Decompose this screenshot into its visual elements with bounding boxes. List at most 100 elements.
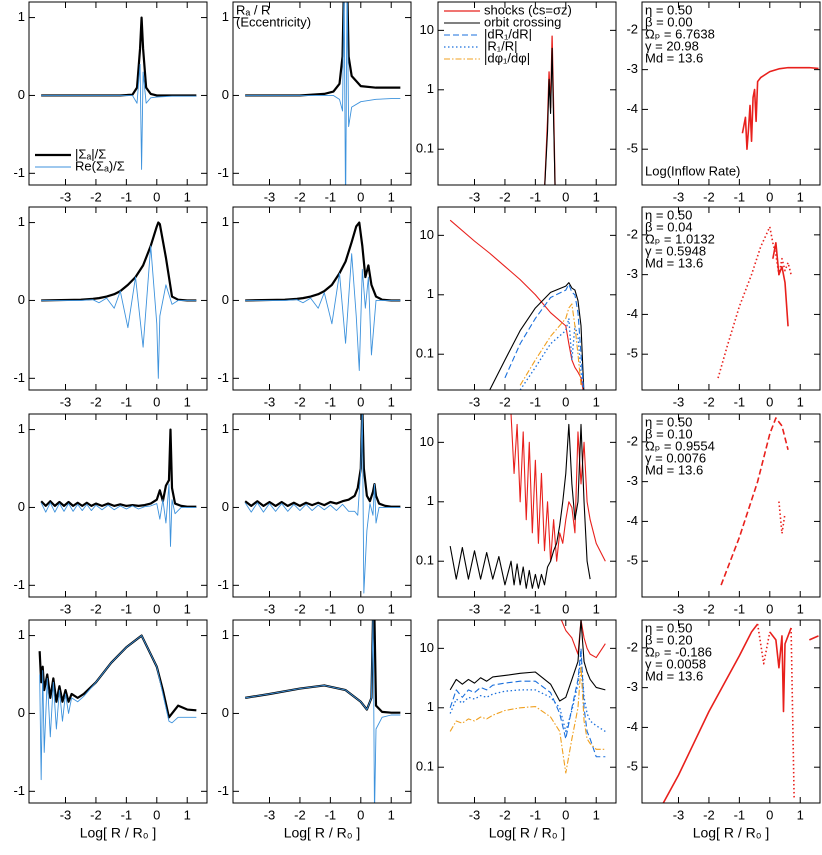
y-tick-label: -3 (626, 473, 638, 488)
x-tick-label: -1 (734, 394, 746, 409)
y-tick-label: 0 (18, 705, 25, 720)
data-line (510, 414, 606, 562)
y-tick-label: 0.1 (416, 141, 434, 156)
x-tick-label: 1 (388, 807, 395, 822)
data-line (504, 283, 585, 390)
x-tick-label: -2 (90, 189, 102, 204)
annotation: Rₐ / R (236, 2, 270, 17)
x-tick-label: 0 (562, 807, 569, 822)
x-tick-label: -2 (499, 394, 511, 409)
x-tick-label: -1 (734, 189, 746, 204)
x-tick-label: 1 (797, 601, 804, 616)
data-line (717, 226, 792, 379)
plot-frame (437, 1, 617, 186)
plot-frame (232, 619, 412, 804)
x-tick-label: 1 (593, 189, 600, 204)
legend-label: |dR₁/dR| (484, 26, 532, 41)
data-line (756, 623, 795, 800)
x-tick-label: 1 (593, 807, 600, 822)
x-tick-label: 1 (184, 601, 191, 616)
x-tick-label: -2 (294, 807, 306, 822)
x-tick-label: 0 (153, 394, 160, 409)
x-tick-label: -1 (530, 189, 542, 204)
y-tick-label: -5 (626, 553, 638, 568)
plot-frame (232, 413, 412, 598)
y-tick-label: -3 (626, 679, 638, 694)
y-tick-label: -1 (13, 370, 25, 385)
x-tick-label: -3 (673, 394, 685, 409)
x-tick-label: 1 (388, 189, 395, 204)
data-line (560, 620, 606, 659)
x-tick-label: -3 (673, 807, 685, 822)
data-line (449, 423, 591, 589)
data-line (245, 2, 401, 185)
x-tick-label: -2 (499, 807, 511, 822)
data-line (245, 221, 401, 302)
plot-frame (641, 1, 821, 186)
annotation: γ = 0.0058 (645, 656, 706, 671)
y-tick-label: -5 (626, 346, 638, 361)
legend-label: |R₁/R| (484, 38, 518, 53)
x-tick-label: -1 (121, 601, 133, 616)
data-line (40, 483, 197, 547)
x-tick-label: -1 (121, 189, 133, 204)
x-tick-label: 1 (184, 394, 191, 409)
x-tick-label: 0 (766, 394, 773, 409)
x-tick-label: -2 (703, 601, 715, 616)
plot-frame (641, 619, 821, 804)
plot-frame (437, 413, 617, 598)
annotation: Log(Inflow Rate) (645, 163, 740, 178)
legend-label: |Σₐ|/Σ (75, 146, 106, 161)
panel: -1 0 1 -3 -2 -1 0 1 Log[ R / R₀ ] (217, 619, 412, 841)
y-tick-label: 10 (420, 640, 434, 655)
x-tick-label: -3 (264, 394, 276, 409)
data-line (449, 647, 606, 758)
annotation: β = 0.10 (645, 426, 693, 441)
x-tick-label: 1 (184, 807, 191, 822)
x-axis-label: Log[ R / R₀ ] (489, 825, 566, 841)
annotation: Ωₚ = 0.9554 (645, 438, 715, 453)
x-tick-label: 0 (357, 394, 364, 409)
data-line (772, 242, 789, 327)
x-axis-label: Log[ R / R₀ ] (284, 825, 361, 841)
x-tick-label: -1 (530, 394, 542, 409)
x-tick-label: 0 (766, 601, 773, 616)
data-line (720, 417, 789, 586)
data-line (449, 620, 606, 702)
x-tick-label: 1 (184, 189, 191, 204)
y-tick-label: 0.1 (416, 759, 434, 774)
y-tick-label: 1 (222, 214, 229, 229)
data-line (244, 414, 401, 594)
x-tick-label: -3 (264, 601, 276, 616)
x-tick-label: -3 (469, 189, 481, 204)
data-line (245, 620, 401, 803)
y-tick-label: 0.1 (416, 346, 434, 361)
plot-frame (232, 206, 412, 391)
data-line (544, 47, 556, 185)
x-axis-label: Log[ R / R₀ ] (693, 825, 770, 841)
x-tick-label: 1 (797, 807, 804, 822)
plot-frame (28, 206, 208, 391)
y-tick-label: -3 (626, 61, 638, 76)
y-tick-label: 10 (420, 434, 434, 449)
x-tick-label: 0 (153, 189, 160, 204)
plot-frame (28, 1, 208, 186)
legend-label: |dφ₁/dφ| (484, 50, 530, 65)
x-tick-label: -1 (325, 807, 337, 822)
data-line (41, 221, 197, 302)
data-line (39, 635, 197, 781)
panel: 0.1 1 10 -3 -2 -1 0 1 (416, 413, 617, 616)
x-tick-label: 1 (797, 189, 804, 204)
panel: 0.1 1 10 -3 -2 -1 0 1 shocks (cs=σz)orbit crossi… (416, 1, 617, 204)
x-tick-label: -2 (499, 189, 511, 204)
x-tick-label: -3 (469, 807, 481, 822)
x-tick-label: 0 (562, 601, 569, 616)
y-tick-label: -2 (626, 433, 638, 448)
data-line (489, 282, 585, 390)
data-line (662, 623, 819, 803)
panel: -1 0 1 -3 -2 -1 0 1 Log[ R / R₀ ] (13, 619, 208, 841)
y-tick-label: -2 (626, 639, 638, 654)
annotation: Ωₚ = 6.7638 (645, 26, 715, 41)
x-tick-label: -2 (294, 189, 306, 204)
